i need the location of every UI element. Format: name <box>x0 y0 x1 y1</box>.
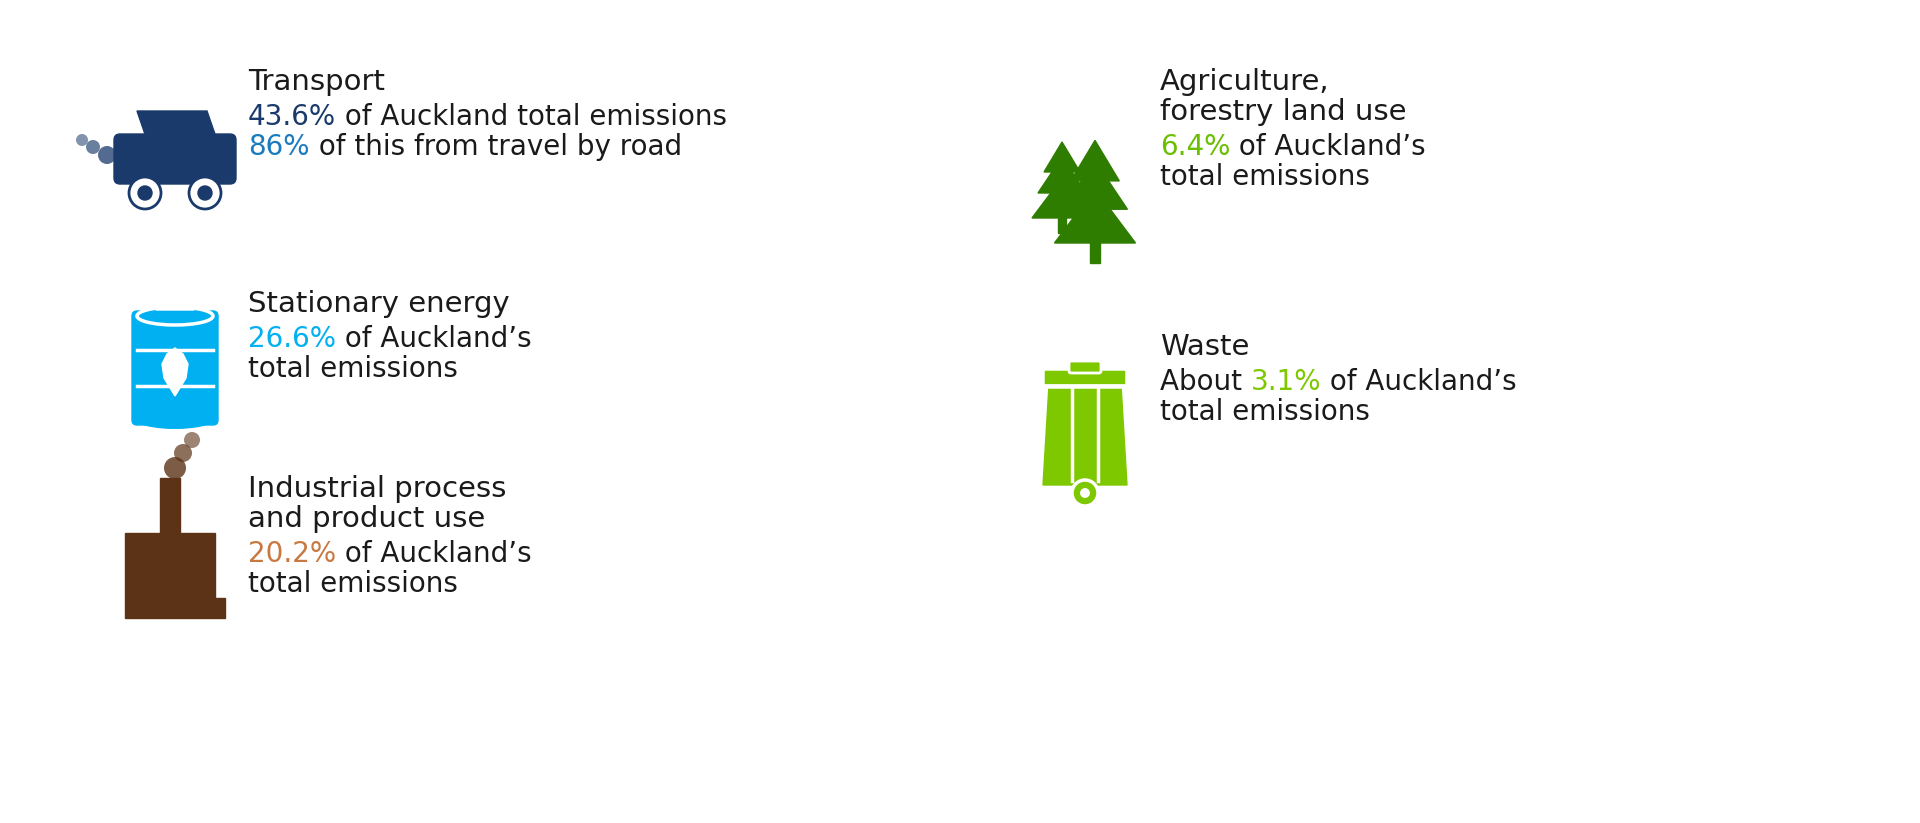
FancyBboxPatch shape <box>132 311 219 425</box>
Text: total emissions: total emissions <box>1160 163 1369 191</box>
Text: Transport: Transport <box>248 68 386 96</box>
FancyBboxPatch shape <box>113 134 236 184</box>
Circle shape <box>1071 480 1098 506</box>
Text: 43.6%: 43.6% <box>248 103 336 131</box>
Ellipse shape <box>136 411 213 429</box>
Text: 86%: 86% <box>248 133 309 161</box>
Ellipse shape <box>136 307 213 325</box>
Text: Waste: Waste <box>1160 333 1250 361</box>
Circle shape <box>1079 487 1091 499</box>
Text: total emissions: total emissions <box>248 355 457 383</box>
Circle shape <box>163 457 186 479</box>
Text: Agriculture,: Agriculture, <box>1160 68 1331 96</box>
Circle shape <box>175 444 192 462</box>
Text: of Auckland’s: of Auckland’s <box>336 540 532 568</box>
FancyBboxPatch shape <box>1069 361 1100 373</box>
Circle shape <box>86 140 100 154</box>
Text: 6.4%: 6.4% <box>1160 133 1231 161</box>
Text: Stationary energy: Stationary energy <box>248 290 509 318</box>
Bar <box>159 478 180 533</box>
Text: of Auckland’s: of Auckland’s <box>336 325 532 353</box>
FancyBboxPatch shape <box>1043 369 1127 387</box>
Bar <box>1089 239 1100 263</box>
Text: About: About <box>1160 368 1250 396</box>
Circle shape <box>138 186 152 200</box>
Polygon shape <box>1071 141 1119 181</box>
Text: of Auckland’s: of Auckland’s <box>1321 368 1517 396</box>
Circle shape <box>198 186 211 200</box>
Text: 26.6%: 26.6% <box>248 325 336 353</box>
Text: total emissions: total emissions <box>248 570 457 598</box>
Polygon shape <box>1043 385 1127 485</box>
Circle shape <box>129 177 161 209</box>
Text: of Auckland’s: of Auckland’s <box>1231 133 1427 161</box>
Text: Industrial process: Industrial process <box>248 475 507 503</box>
Polygon shape <box>1033 178 1092 218</box>
Text: 20.2%: 20.2% <box>248 540 336 568</box>
Polygon shape <box>1062 160 1127 209</box>
Text: of this from travel by road: of this from travel by road <box>309 133 682 161</box>
Polygon shape <box>136 111 217 140</box>
Bar <box>1058 215 1066 233</box>
Circle shape <box>98 146 115 164</box>
Polygon shape <box>1039 157 1087 193</box>
Text: total emissions: total emissions <box>1160 398 1369 426</box>
Text: and product use: and product use <box>248 505 486 533</box>
Circle shape <box>77 134 88 146</box>
Bar <box>125 533 215 598</box>
Text: of Auckland total emissions: of Auckland total emissions <box>336 103 728 131</box>
Text: forestry land use: forestry land use <box>1160 98 1407 126</box>
Circle shape <box>184 432 200 448</box>
Polygon shape <box>1044 142 1079 172</box>
Text: 3.1%: 3.1% <box>1250 368 1321 396</box>
Circle shape <box>188 177 221 209</box>
Polygon shape <box>161 348 188 396</box>
Polygon shape <box>1054 189 1135 243</box>
FancyBboxPatch shape <box>156 296 196 310</box>
Bar <box>125 598 225 618</box>
